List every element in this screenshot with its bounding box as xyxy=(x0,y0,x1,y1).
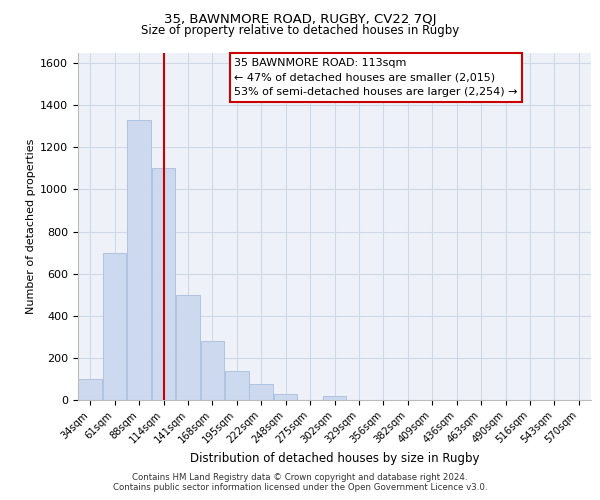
Bar xyxy=(176,294,200,400)
Bar xyxy=(103,252,127,400)
X-axis label: Distribution of detached houses by size in Rugby: Distribution of detached houses by size … xyxy=(190,452,479,466)
Text: 35 BAWNMORE ROAD: 113sqm
← 47% of detached houses are smaller (2,015)
53% of sem: 35 BAWNMORE ROAD: 113sqm ← 47% of detach… xyxy=(235,58,518,98)
Bar xyxy=(323,396,346,400)
Bar xyxy=(152,168,175,400)
Bar xyxy=(127,120,151,400)
Bar xyxy=(79,379,102,400)
Text: 35, BAWNMORE ROAD, RUGBY, CV22 7QJ: 35, BAWNMORE ROAD, RUGBY, CV22 7QJ xyxy=(164,12,436,26)
Text: Contains HM Land Registry data © Crown copyright and database right 2024.: Contains HM Land Registry data © Crown c… xyxy=(132,472,468,482)
Bar xyxy=(200,341,224,400)
Text: Size of property relative to detached houses in Rugby: Size of property relative to detached ho… xyxy=(141,24,459,37)
Bar xyxy=(225,370,248,400)
Y-axis label: Number of detached properties: Number of detached properties xyxy=(26,138,36,314)
Bar xyxy=(274,394,298,400)
Bar xyxy=(250,384,273,400)
Text: Contains public sector information licensed under the Open Government Licence v3: Contains public sector information licen… xyxy=(113,484,487,492)
